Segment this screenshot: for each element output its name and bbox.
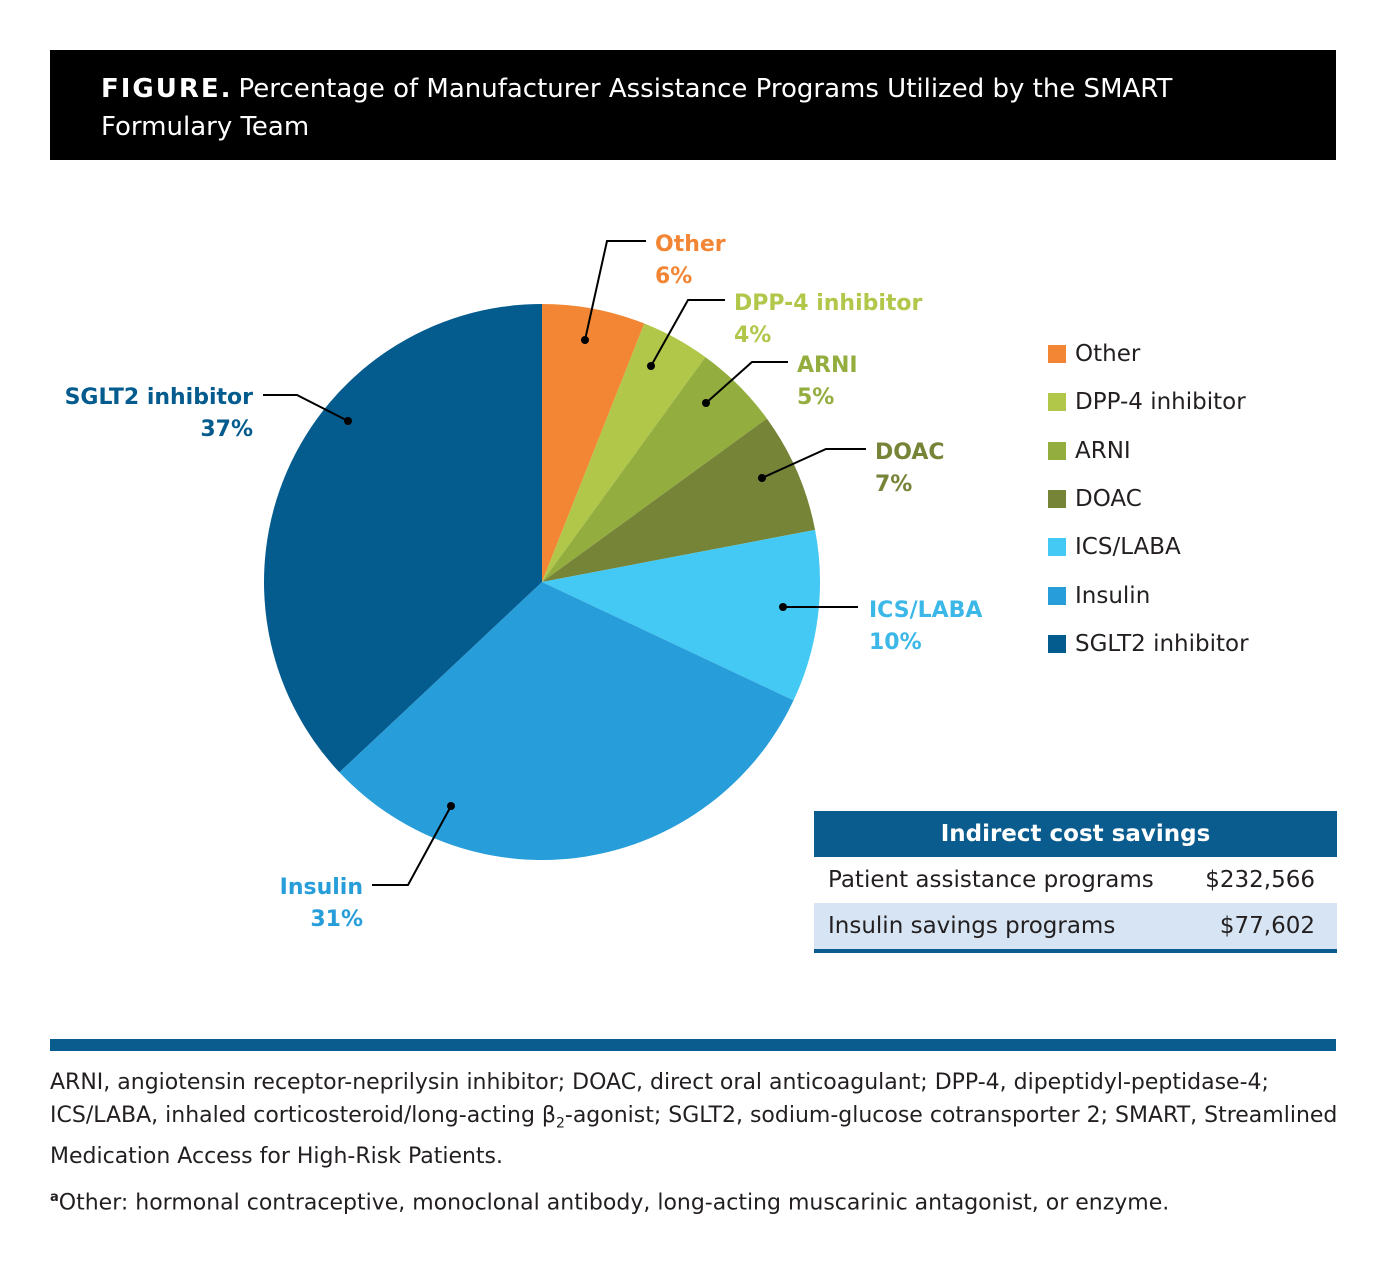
legend-item: Insulin — [1048, 571, 1249, 619]
pie-slice-other — [542, 304, 645, 582]
legend-swatch — [1048, 634, 1066, 653]
footnote-divider — [50, 1039, 1336, 1051]
savings-row-patient: Patient assistance programs $232,566 — [814, 857, 1337, 903]
other-note-text: Other: hormonal contraceptive, monoclona… — [58, 1190, 1170, 1216]
pie-slice-insulin — [339, 582, 794, 860]
slice-label-value: 37% — [200, 417, 253, 442]
slice-label-name: DPP-4 inhibitor — [734, 291, 923, 316]
slice-label-name: ICS/LABA — [869, 598, 982, 623]
leader-dot — [758, 474, 766, 482]
slice-label-value: 6% — [655, 264, 692, 289]
slice-label-name: SGLT2 inhibitor — [65, 385, 254, 410]
savings-row-value: $232,566 — [1205, 867, 1315, 893]
legend-swatch — [1048, 538, 1066, 557]
abbreviations-note: ARNI, angiotensin receptor-neprilysin in… — [50, 1066, 1340, 1173]
legend-swatch — [1048, 441, 1066, 460]
leader-dot — [647, 362, 655, 370]
leader-line — [650, 299, 725, 367]
abbreviations-text-2: -agonist; SGLT2, sodium-glucose cotransp… — [50, 1103, 1338, 1170]
savings-row-value: $77,602 — [1219, 913, 1315, 939]
beta-subscript: 2 — [555, 1115, 565, 1132]
slice-label-name: Other — [655, 232, 726, 257]
leader-dot — [447, 802, 455, 810]
savings-row-insulin: Insulin savings programs $77,602 — [814, 903, 1337, 949]
figure-title-bar: FIGURE. Percentage of Manufacturer Assist… — [50, 50, 1336, 160]
pie-slice-sglt2-inhibitor — [264, 304, 542, 773]
abbreviations-text-1: ARNI, angiotensin receptor-neprilysin in… — [50, 1070, 1269, 1128]
pie-slice-ics-laba — [542, 529, 820, 701]
pie-slice-doac — [542, 418, 816, 582]
leader-dot — [702, 399, 710, 407]
savings-row-label: Insulin savings programs — [828, 913, 1116, 939]
footnotes: ARNI, angiotensin receptor-neprilysin in… — [50, 1066, 1340, 1220]
slice-label-value: 5% — [797, 385, 834, 410]
pie-slices — [264, 304, 820, 860]
pie-chart: Other 6% DPP-4 inhibitor 4% ARNI 5% DOAC 7% ICS/… — [65, 232, 983, 932]
slice-label-name: ARNI — [797, 353, 858, 378]
legend-item: SGLT2 inhibitor — [1048, 620, 1249, 668]
leader-line — [584, 240, 646, 341]
legend-item: ARNI — [1048, 427, 1249, 475]
leader-line — [372, 805, 452, 886]
legend-item: DOAC — [1048, 475, 1249, 523]
slice-labels: Other 6% DPP-4 inhibitor 4% ARNI 5% DOAC 7% ICS/… — [65, 232, 983, 932]
leader-line — [263, 394, 349, 422]
slice-label-value: 31% — [310, 907, 363, 932]
legend-label: SGLT2 inhibitor — [1075, 630, 1249, 657]
legend-label: ARNI — [1075, 437, 1131, 464]
legend-label: Other — [1075, 341, 1141, 368]
savings-row-label: Patient assistance programs — [828, 867, 1154, 893]
leader-dot — [581, 336, 589, 344]
chart-legend: Other DPP-4 inhibitor ARNI DOAC ICS/LABA Insu… — [1048, 330, 1249, 668]
legend-item: DPP-4 inhibitor — [1048, 378, 1249, 426]
legend-label: Insulin — [1075, 582, 1151, 609]
footnote-marker: a — [50, 1190, 59, 1206]
leader-dot — [344, 417, 352, 425]
slice-label-name: Insulin — [280, 875, 363, 900]
legend-swatch — [1048, 586, 1066, 605]
legend-label: DOAC — [1075, 486, 1142, 513]
slice-label-value: 10% — [869, 630, 922, 655]
other-note: aOther: hormonal contraceptive, monoclon… — [50, 1181, 1340, 1219]
slice-label-name: DOAC — [875, 440, 945, 465]
savings-table: Indirect cost savings Patient assistance… — [814, 811, 1337, 953]
figure-tag: FIGURE. — [101, 74, 233, 104]
pie-slice-dpp-4-inhibitor — [542, 323, 706, 582]
figure-title: Percentage of Manufacturer Assistance Pr… — [101, 74, 1173, 142]
legend-swatch — [1048, 490, 1066, 509]
leader-lines — [263, 240, 866, 886]
savings-table-header: Indirect cost savings — [814, 811, 1337, 857]
leader-dot — [779, 603, 787, 611]
pie-slice-arni — [542, 357, 767, 582]
legend-label: ICS/LABA — [1075, 534, 1181, 561]
legend-item: Other — [1048, 330, 1249, 378]
slice-label-value: 4% — [734, 323, 771, 348]
leader-line — [761, 448, 866, 479]
legend-label: DPP-4 inhibitor — [1075, 389, 1246, 416]
slice-label-value: 7% — [875, 472, 912, 497]
leader-line — [705, 361, 788, 404]
legend-item: ICS/LABA — [1048, 523, 1249, 571]
legend-swatch — [1048, 393, 1066, 412]
legend-swatch — [1048, 345, 1066, 364]
